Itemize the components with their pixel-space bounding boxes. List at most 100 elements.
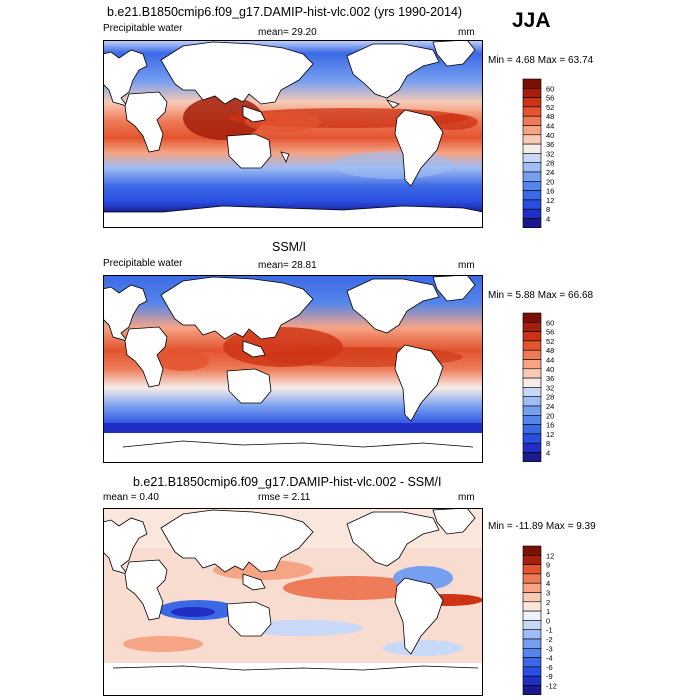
colorbar-swatch <box>522 387 542 398</box>
colorbar-swatch <box>522 555 542 565</box>
colorbar-tick-label: -2 <box>546 635 553 644</box>
panel3-stats: Min = -11.89 Max = 9.39 <box>488 521 596 532</box>
season-label: JJA <box>512 9 551 32</box>
colorbar-tick-label: 4 <box>546 449 550 458</box>
panel3-title: b.e21.B1850cmip6.f09_g17.DAMIP-hist-vlc.… <box>133 475 442 489</box>
colorbar-tick-label: 56 <box>546 94 554 103</box>
colorbar-swatch <box>522 396 542 407</box>
colorbar-swatch <box>522 573 542 584</box>
colorbar-swatch <box>522 601 542 612</box>
colorbar-tick-label: 6 <box>546 570 550 579</box>
colorbar-swatch <box>522 582 542 593</box>
colorbar-swatch <box>522 592 542 603</box>
colorbar-swatch <box>522 312 542 323</box>
colorbar-tick-label: 12 <box>546 551 554 560</box>
colorbar-tick-label: 32 <box>546 383 554 392</box>
colorbar-swatch <box>522 78 542 89</box>
panel3-units: mm <box>458 492 475 503</box>
colorbar-swatch <box>522 610 542 621</box>
main-title: b.e21.B1850cmip6.f09_g17.DAMIP-hist-vlc.… <box>107 5 463 19</box>
colorbar-swatch <box>522 359 542 370</box>
colorbar-tick-label: 48 <box>546 346 554 355</box>
colorbar-tick-label: 4 <box>546 215 550 224</box>
colorbar-tick-label: 3 <box>546 589 550 598</box>
colorbar-tick-label: 0 <box>546 616 550 625</box>
colorbar-swatch <box>522 106 542 117</box>
panel1-variable-label: Precipitable water <box>103 23 183 34</box>
panel3-rmse-label: rmse = 2.11 <box>258 492 311 503</box>
colorbar-swatch <box>522 134 542 145</box>
panel1-map <box>103 40 483 228</box>
colorbar-tick-label: 9 <box>546 561 550 570</box>
colorbar-tick-label: 40 <box>546 131 554 140</box>
panel2-variable-label: Precipitable water <box>103 258 183 269</box>
colorbar-swatch <box>522 620 542 631</box>
colorbar-swatch <box>522 638 542 649</box>
colorbar-tick-label: 2 <box>546 598 550 607</box>
colorbar-swatch <box>522 666 542 677</box>
colorbar-tick-label: -4 <box>546 654 553 663</box>
panel1-mean-label: mean= 29.20 <box>258 27 317 38</box>
colorbar-tick-label: 24 <box>546 402 554 411</box>
colorbar-swatch <box>522 452 542 462</box>
colorbar-tick-label: 36 <box>546 140 554 149</box>
colorbar-swatch <box>522 125 542 136</box>
colorbar-tick-label: 12 <box>546 430 554 439</box>
colorbar-tick-label: 1 <box>546 607 550 616</box>
colorbar-swatch <box>522 685 542 695</box>
colorbar-tick-label: 40 <box>546 365 554 374</box>
colorbar-tick-label: -9 <box>546 672 553 681</box>
colorbar-tick-label: 52 <box>546 103 554 112</box>
colorbar-swatch <box>522 88 542 98</box>
colorbar-tick-label: 48 <box>546 112 554 121</box>
colorbar-swatch <box>522 377 542 388</box>
panel2-map <box>103 275 483 463</box>
colorbar-swatch <box>522 153 542 164</box>
panel2-units: mm <box>458 260 475 271</box>
colorbar-swatch <box>522 657 542 668</box>
colorbar-swatch <box>522 190 542 201</box>
colorbar-swatch <box>522 171 542 182</box>
colorbar-swatch <box>522 433 542 444</box>
colorbar-swatch <box>522 162 542 173</box>
colorbar-tick-label: 8 <box>546 439 550 448</box>
colorbar-swatch <box>522 208 542 219</box>
colorbar-swatch <box>522 115 542 126</box>
colorbar-tick-label: 32 <box>546 149 554 158</box>
colorbar-tick-label: -3 <box>546 644 553 653</box>
colorbar-swatch <box>522 97 542 108</box>
colorbar-swatch <box>522 368 542 379</box>
panel2-mean-label: mean= 28.81 <box>258 260 317 271</box>
colorbar-tick-label: 16 <box>546 187 554 196</box>
colorbar-swatch <box>522 415 542 425</box>
colorbar-swatch <box>522 340 542 351</box>
colorbar-tick-label: 8 <box>546 205 550 214</box>
panel3-mean-label: mean = 0.40 <box>103 492 159 503</box>
colorbar-swatch <box>522 424 542 435</box>
colorbar-swatch <box>522 648 542 658</box>
colorbar-swatch <box>522 331 542 342</box>
colorbar-tick-label: -12 <box>546 682 557 691</box>
colorbar-tick-label: 44 <box>546 122 554 131</box>
colorbar-tick-label: 56 <box>546 328 554 337</box>
colorbar-tick-label: 44 <box>546 356 554 365</box>
colorbar-swatch <box>522 675 542 686</box>
colorbar-tick-label: 20 <box>546 411 554 420</box>
colorbar-swatch <box>522 349 542 360</box>
colorbar-tick-label: -1 <box>546 626 553 635</box>
colorbar-tick-label: -6 <box>546 663 553 672</box>
colorbar-tick-label: 52 <box>546 337 554 346</box>
colorbar-swatch <box>522 218 542 228</box>
panel1-units: mm <box>458 27 475 38</box>
colorbar-swatch <box>522 442 542 453</box>
colorbar-tick-label: 60 <box>546 84 554 93</box>
colorbar-tick-label: 24 <box>546 168 554 177</box>
colorbar-swatch <box>522 181 542 191</box>
colorbar-swatch <box>522 629 542 640</box>
colorbar-tick-label: 4 <box>546 579 550 588</box>
colorbar-tick-label: 16 <box>546 421 554 430</box>
